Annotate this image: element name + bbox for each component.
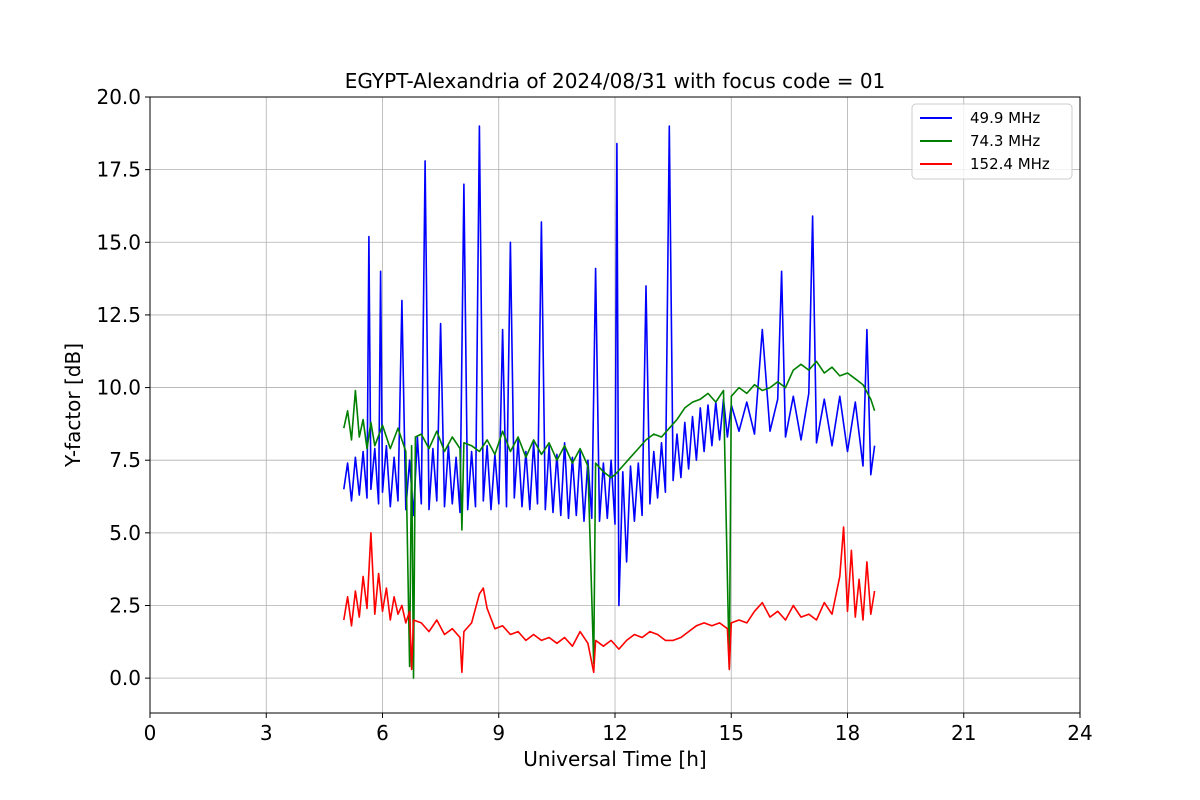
x-tick-label: 6 [376, 721, 389, 745]
x-tick-label: 24 [1067, 721, 1092, 745]
series-layer [343, 125, 876, 679]
series-line-2 [343, 360, 876, 679]
x-tick-label: 3 [260, 721, 273, 745]
y-tick-label: 15.0 [96, 230, 141, 254]
y-tick-label: 0.0 [109, 666, 141, 690]
legend-label: 74.3 MHz [970, 132, 1040, 150]
y-tick-label: 10.0 [96, 376, 141, 400]
y-axis-label: Y-factor [dB] [61, 343, 85, 468]
legend-box [911, 103, 1073, 180]
legend-label: 49.9 MHz [970, 109, 1040, 127]
y-tick-label: 5.0 [109, 521, 141, 545]
x-tick-label: 12 [602, 721, 627, 745]
series-line-3 [343, 526, 876, 674]
tick-layer: 0 3 6 9 12 15 18 21 24 0.0 2.5 5.0 7.5 10.0 12.5 15.0 17… [96, 85, 1092, 745]
y-tick-label: 12.5 [96, 303, 141, 327]
x-tick-label: 15 [719, 721, 744, 745]
chart-title: EGYPT-Alexandria of 2024/08/31 with focu… [345, 69, 886, 93]
y-tick-label: 7.5 [109, 448, 141, 472]
series-line-1 [343, 125, 876, 607]
legend-label: 152.4 MHz [970, 155, 1050, 173]
x-axis-label: Universal Time [h] [523, 747, 706, 771]
x-tick-label: 18 [835, 721, 860, 745]
y-tick-label: 20.0 [96, 85, 141, 109]
y-tick-label: 17.5 [96, 158, 141, 182]
x-tick-label: 9 [492, 721, 505, 745]
y-tick-label: 2.5 [109, 593, 141, 617]
x-tick-label: 0 [144, 721, 157, 745]
x-tick-label: 21 [951, 721, 976, 745]
legend: 49.9 MHz 74.3 MHz 152.4 MHz [911, 103, 1073, 180]
